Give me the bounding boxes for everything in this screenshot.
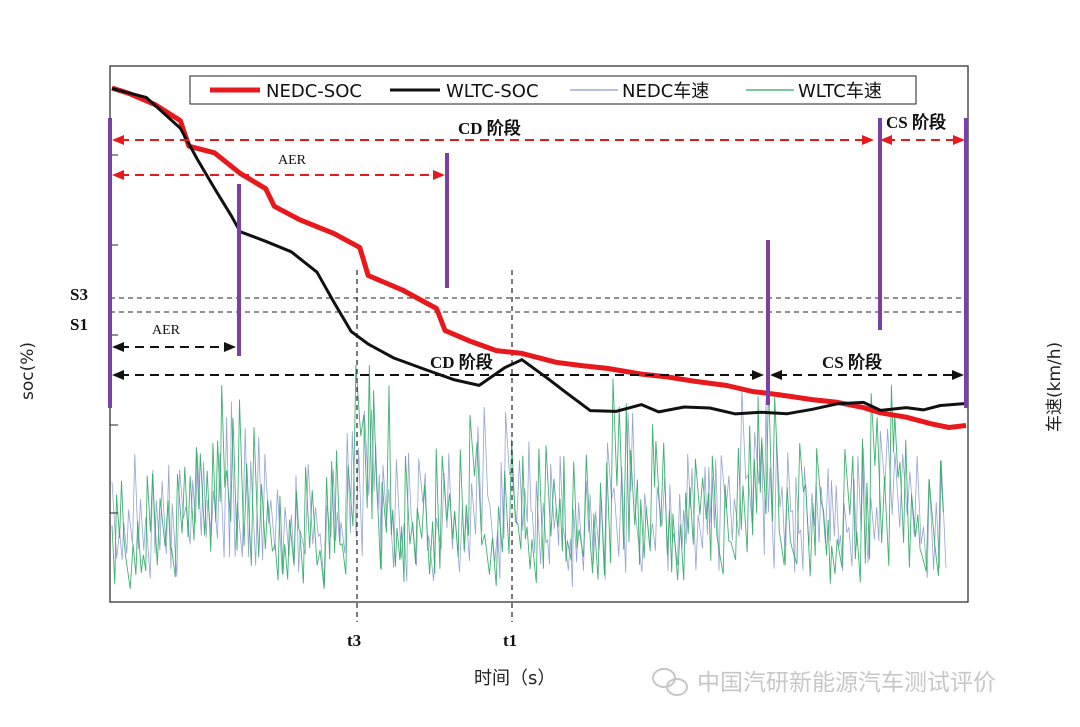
nedc-speed-trace bbox=[111, 389, 947, 588]
y-tick-s1: S1 bbox=[70, 315, 88, 334]
wltc-arrowheads bbox=[112, 342, 964, 380]
legend: NEDC-SOC WLTC-SOC NEDC车速 WLTC车速 bbox=[189, 75, 917, 105]
legend-label-nedc-speed: NEDC车速 bbox=[622, 81, 709, 102]
watermark-text: 中国汽研新能源汽车测试评价 bbox=[697, 670, 996, 696]
bottom-aer-label: AER bbox=[152, 323, 181, 338]
top-cd-label: CD 阶段 bbox=[458, 118, 521, 138]
y-axis-label-right: 车速(km/h) bbox=[1045, 342, 1065, 432]
legend-box bbox=[189, 75, 917, 105]
top-cs-label: CS 阶段 bbox=[886, 112, 946, 132]
top-aer-label: AER bbox=[278, 153, 307, 168]
y-tick-s3: S3 bbox=[70, 285, 88, 304]
phase-boundary-bars bbox=[108, 118, 968, 408]
wltc-speed-trace bbox=[111, 364, 944, 589]
wltc-phase-arrows bbox=[120, 346, 956, 376]
speed-traces bbox=[111, 364, 947, 589]
watermark: 中国汽研新能源汽车测试评价 bbox=[652, 668, 996, 696]
x-tick-t1: t1 bbox=[503, 631, 517, 650]
bottom-cs-label: CS 阶段 bbox=[822, 352, 882, 372]
bottom-cd-label: CD 阶段 bbox=[430, 352, 493, 372]
wltc-soc-line bbox=[111, 87, 967, 416]
nedc-phase-arrows bbox=[120, 139, 958, 176]
legend-label-nedc-soc: NEDC-SOC bbox=[266, 81, 362, 102]
nedc-arrowheads bbox=[112, 135, 965, 180]
y-axis-label-left: soc(%) bbox=[18, 342, 38, 400]
x-axis-label: 时间（s） bbox=[474, 668, 555, 689]
legend-label-wltc-soc: WLTC-SOC bbox=[446, 81, 539, 102]
x-tick-t3: t3 bbox=[347, 631, 361, 650]
soc-curves bbox=[111, 85, 967, 430]
legend-label-wltc-speed: WLTC车速 bbox=[798, 81, 882, 102]
wechat-icon bbox=[652, 668, 688, 696]
